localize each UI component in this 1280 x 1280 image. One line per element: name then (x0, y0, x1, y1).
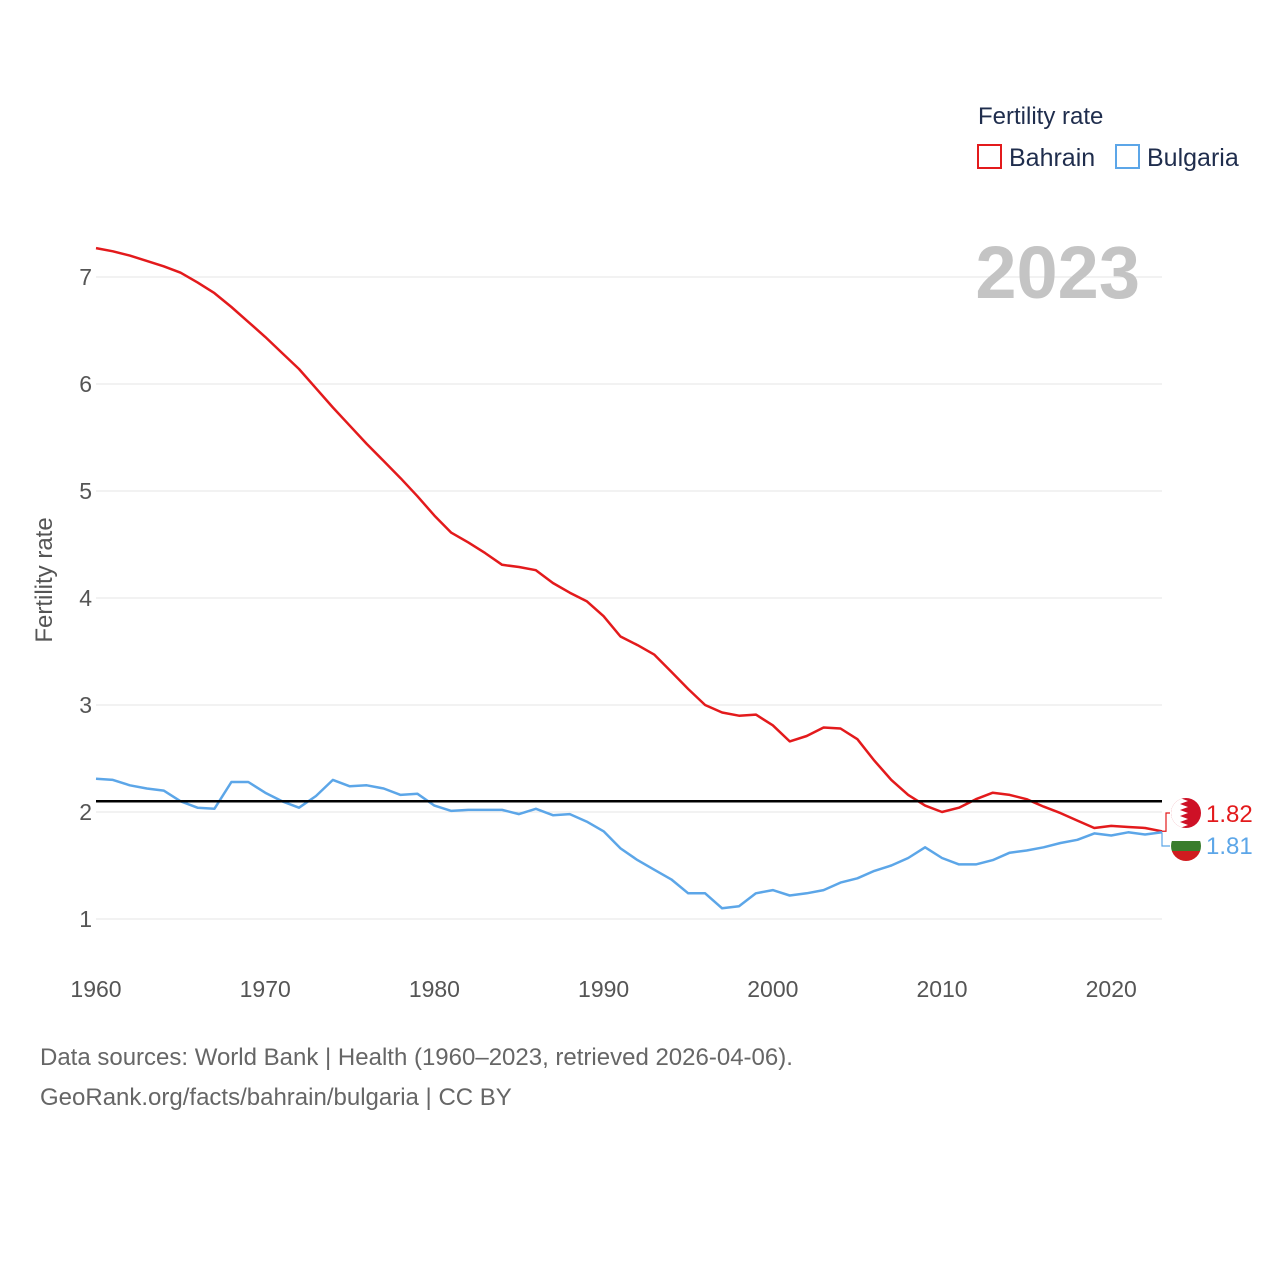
y-tick-label-2: 2 (79, 799, 92, 825)
y-tick-label-4: 4 (79, 585, 92, 611)
bulgaria-end-value: 1.81 (1206, 833, 1253, 860)
bahrain-flag-icon (1171, 798, 1201, 828)
line-bahrain[interactable] (95, 246, 1163, 833)
y-tick-label-5: 5 (79, 478, 92, 504)
y-axis-ticks: 1 2 3 4 5 6 7 (79, 264, 92, 932)
legend-label-bulgaria[interactable]: Bulgaria (1147, 144, 1239, 172)
credit-note: GeoRank.org/facts/bahrain/bulgaria | CC … (40, 1084, 512, 1111)
x-axis-ticks: 1960 1970 1980 1990 2000 2010 2020 (70, 976, 1136, 1002)
y-tick-label-1: 1 (79, 906, 92, 932)
y-tick-label-7: 7 (79, 264, 92, 290)
series-lines (95, 246, 1163, 910)
legend-swatch-bahrain[interactable] (977, 144, 1002, 169)
x-tick-label-1970: 1970 (240, 976, 291, 1002)
legend: Fertility rate Bahrain Bulgaria (977, 103, 1239, 172)
bulgaria-end-connector (1161, 832, 1170, 847)
grid-lines (96, 276, 1162, 920)
x-tick-label-1980: 1980 (409, 976, 460, 1002)
end-markers: 1.82 1.81 (1161, 798, 1253, 861)
bahrain-end-connector (1162, 812, 1170, 832)
fertility-chart: 1 2 3 4 5 6 7 1960 1970 1980 1990 2000 2010 2020 Fer… (31, 103, 1253, 1002)
x-tick-label-2000: 2000 (747, 976, 798, 1002)
y-axis-title: Fertility rate (31, 517, 58, 642)
bulgaria-flag-icon (1171, 831, 1201, 861)
bahrain-end-value: 1.82 (1206, 801, 1253, 828)
line-bulgaria[interactable] (95, 777, 1163, 910)
x-tick-label-1990: 1990 (578, 976, 629, 1002)
current-year-label: 2023 (975, 231, 1140, 314)
y-tick-label-6: 6 (79, 371, 92, 397)
y-tick-label-3: 3 (79, 692, 92, 718)
legend-swatch-bulgaria[interactable] (1115, 144, 1140, 169)
x-tick-label-1960: 1960 (70, 976, 121, 1002)
data-source-note: Data sources: World Bank | Health (1960–… (40, 1044, 793, 1071)
legend-label-bahrain[interactable]: Bahrain (1009, 144, 1095, 172)
x-tick-label-2020: 2020 (1086, 976, 1137, 1002)
legend-title: Fertility rate (978, 103, 1103, 130)
x-tick-label-2010: 2010 (916, 976, 967, 1002)
